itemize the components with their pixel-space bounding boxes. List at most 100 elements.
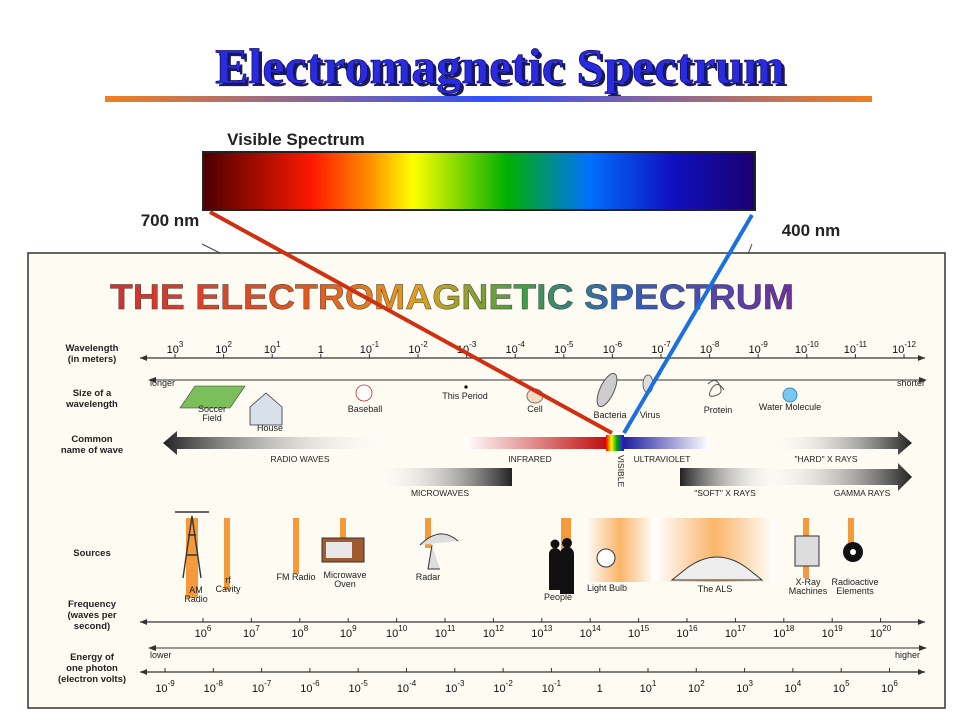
- tick-base: 10: [264, 344, 276, 356]
- tick-base: 10: [252, 683, 264, 695]
- source-label: rf Cavity: [215, 575, 241, 594]
- tick-label: 1017: [725, 624, 747, 640]
- tick-label: 101: [264, 340, 281, 356]
- source-band: [293, 518, 299, 574]
- tick-exp: 1: [652, 679, 657, 688]
- icon-robot: [794, 535, 820, 567]
- tick-exp: -4: [409, 679, 417, 688]
- size-label-line: Water Molecule: [759, 402, 821, 412]
- tick-label: 1020: [870, 624, 892, 640]
- source-band: [224, 518, 230, 590]
- tick-label: 105: [833, 679, 850, 695]
- tick-exp: 3: [748, 679, 753, 688]
- source-label: Light Bulb: [587, 583, 627, 593]
- tick-label: 103: [167, 340, 184, 356]
- source-label-line: Elements: [836, 586, 874, 596]
- tick-label: 101: [640, 679, 657, 695]
- source-label: FM Radio: [276, 572, 315, 582]
- icon-head: [562, 538, 572, 548]
- right-nm: 400 nm: [782, 221, 841, 240]
- row-label-line: wavelength: [65, 399, 118, 410]
- tick-base: 10: [215, 344, 227, 356]
- tick-exp: 2: [700, 679, 705, 688]
- tick-exp: 1: [276, 340, 281, 349]
- size-label-line: Cell: [527, 404, 543, 414]
- tick-base: 10: [640, 683, 652, 695]
- tick-exp: 7: [255, 624, 260, 633]
- tick-base: 10: [445, 683, 457, 695]
- row-label-line: name of wave: [61, 445, 123, 456]
- tick-base: 10: [580, 628, 592, 640]
- row-label: Size of a wavelength: [65, 388, 118, 410]
- icon-water: [782, 387, 798, 403]
- direction: shorter: [897, 378, 925, 388]
- source-band: [425, 518, 431, 548]
- radio-arrow: [163, 431, 390, 455]
- tick-base: 10: [700, 344, 712, 356]
- tick-exp: -6: [312, 679, 320, 688]
- icon-dot: [464, 385, 468, 389]
- size-label-line: Soccer: [198, 404, 226, 414]
- tick-exp: -8: [712, 340, 720, 349]
- tick-label: 104: [785, 679, 802, 695]
- tick-exp: -4: [518, 340, 526, 349]
- source-band: [848, 518, 854, 558]
- source-label: Microwave Oven: [323, 570, 366, 589]
- source-label-line: Oven: [334, 579, 356, 589]
- row-label-line: one photon: [66, 663, 118, 674]
- microwave-band: [375, 468, 512, 486]
- tick-base: 10: [628, 628, 640, 640]
- row-label-line: Frequency: [68, 599, 117, 610]
- tick-exp: 6: [207, 624, 212, 633]
- tick-label: 10-4: [397, 679, 417, 695]
- tick-base: 1: [318, 344, 324, 356]
- row-label-line: Energy of: [70, 652, 115, 663]
- tick-base: 10: [542, 683, 554, 695]
- tick-base: 10: [870, 628, 882, 640]
- tick-label: 10-7: [651, 340, 671, 356]
- icon-radiation-core: [850, 549, 856, 555]
- size-label-line: Virus: [640, 410, 661, 420]
- tick-base: 10: [483, 628, 495, 640]
- hard-x-arrow: [770, 431, 912, 455]
- tick-base: 10: [531, 628, 543, 640]
- size-label: House: [257, 423, 283, 433]
- row-label-line: Size of a: [73, 388, 112, 399]
- tick-base: 10: [785, 683, 797, 695]
- tick-label: 10-7: [252, 679, 272, 695]
- tick-base: 10: [725, 628, 737, 640]
- tick-base: 10: [397, 683, 409, 695]
- size-label: Bacteria: [593, 410, 626, 420]
- infrared-band: [465, 437, 606, 449]
- wave-label: RADIO WAVES: [270, 454, 329, 464]
- tick-base: 10: [204, 683, 216, 695]
- icon-protein: [707, 380, 725, 397]
- size-label-line: Protein: [704, 405, 733, 415]
- panel-title: THE ELECTROMAGNETIC SPECTRUM: [110, 278, 794, 317]
- spectrum-panel: THE ELECTROMAGNETIC SPECTRUM Wavelength(…: [27, 252, 946, 709]
- tick-base: 10: [243, 628, 255, 640]
- tick-exp: -9: [168, 679, 176, 688]
- tick-label: 102: [688, 679, 705, 695]
- wave-label: ULTRAVIOLET: [634, 454, 691, 464]
- tick-exp: 3: [179, 340, 184, 349]
- title-shadow: Electromagnetic Spectrum: [218, 41, 788, 97]
- tick-label: 10-9: [155, 679, 175, 695]
- tick-exp: 12: [495, 624, 504, 633]
- tick-base: 10: [688, 683, 700, 695]
- tick-label: 102: [215, 340, 232, 356]
- tick-label: 1012: [483, 624, 505, 640]
- soft-x-band: [680, 468, 780, 486]
- tick-exp: -10: [807, 340, 819, 349]
- tick-label: 10-5: [554, 340, 574, 356]
- left-nm: 700 nm: [141, 211, 200, 230]
- source-label-line: X-Ray: [795, 577, 821, 587]
- source-label-line: rf: [225, 575, 231, 585]
- tick-base: 10: [408, 344, 420, 356]
- tick-exp: 6: [893, 679, 898, 688]
- wave-label: "SOFT" X RAYS: [694, 488, 756, 498]
- visible-band: [606, 435, 624, 451]
- gamma-arrow: [760, 463, 912, 491]
- row-label-line: Sources: [73, 548, 111, 559]
